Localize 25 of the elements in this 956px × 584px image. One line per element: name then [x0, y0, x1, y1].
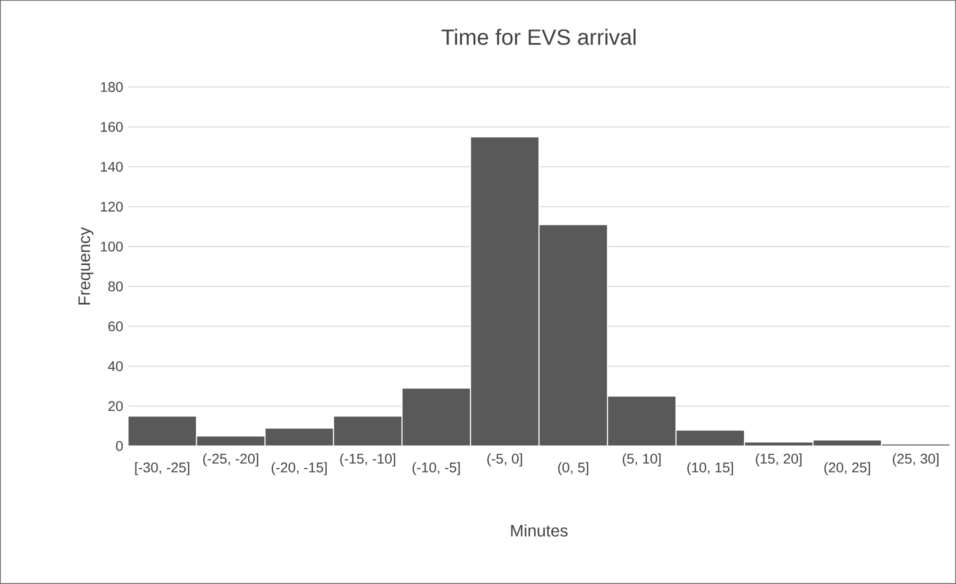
x-tick-label: (-5, 0] — [487, 453, 522, 466]
x-tick-label: (15, 20] — [756, 453, 802, 466]
x-tick-label: (5, 10] — [622, 453, 661, 466]
x-tick-label: [-30, -25] — [135, 462, 190, 476]
y-tick-label: 140 — [101, 162, 123, 172]
chart-title: Time for EVS arrival — [442, 28, 636, 45]
y-tick-label: 120 — [101, 202, 123, 212]
x-tick-label: (10, 15] — [687, 462, 733, 476]
x-tick-label: (0, 5] — [558, 462, 588, 476]
x-tick-label: (20, 25] — [824, 462, 870, 476]
y-tick-label: 160 — [101, 122, 123, 132]
y-tick-label: 20 — [108, 401, 123, 412]
x-tick-label: (25, 30] — [892, 453, 938, 466]
y-tick-label: 180 — [101, 82, 123, 92]
x-tick-label: (-20, -15] — [272, 462, 327, 476]
x-tick-label: (-25, -20] — [203, 453, 258, 466]
y-tick-label: 100 — [101, 242, 123, 252]
y-tick-label: 40 — [108, 361, 123, 372]
x-tick-label: (-15, -10] — [340, 453, 396, 466]
y-axis-title: Frequency — [78, 227, 94, 304]
y-tick-label: 0 — [116, 441, 123, 451]
x-axis-title: Minutes — [511, 524, 568, 537]
y-tick-label: 80 — [108, 281, 123, 292]
y-tick-label: 60 — [108, 321, 123, 332]
x-tick-label: (-10, -5] — [412, 462, 460, 476]
